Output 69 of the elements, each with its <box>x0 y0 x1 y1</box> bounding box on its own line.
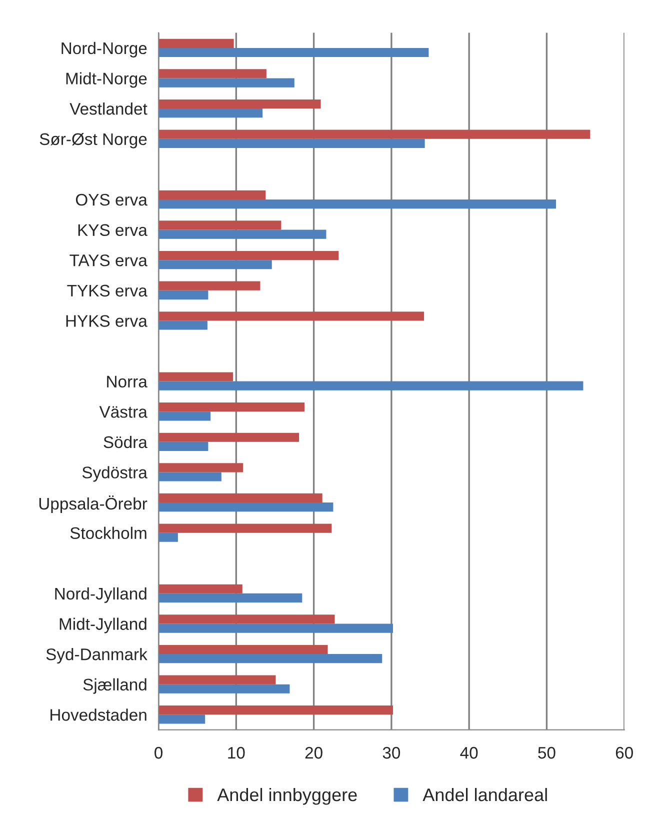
y-tick-label: Syd-Danmark <box>46 648 148 664</box>
x-tick-label: 10 <box>228 746 245 759</box>
bar <box>158 442 208 451</box>
y-tick-label: Vestlandet <box>70 102 148 115</box>
bar <box>158 99 321 109</box>
legend-label: Andel landareal <box>422 788 547 802</box>
bar <box>158 654 382 664</box>
y-tick-label: Norra <box>107 376 148 388</box>
bar <box>158 675 276 684</box>
y-tick-label: OYS erva <box>76 194 148 206</box>
y-tick-label: Stockholm <box>70 526 146 540</box>
bar <box>158 432 300 442</box>
bar <box>158 463 244 472</box>
y-tick-label: Uppsala-Örebr <box>39 496 148 513</box>
x-tick-label: 0 <box>154 746 162 759</box>
bar <box>158 706 393 715</box>
bar <box>158 290 208 300</box>
bar <box>158 372 234 382</box>
bar <box>158 714 206 724</box>
bar <box>158 644 328 654</box>
bar <box>158 78 294 88</box>
bar <box>158 412 211 421</box>
bar <box>158 402 304 412</box>
y-tick-label: TAYS erva <box>70 254 148 266</box>
bar <box>158 108 263 118</box>
x-tick-label: 60 <box>616 746 633 759</box>
bar <box>158 381 584 390</box>
y-tick-label: Sjælland <box>83 678 146 694</box>
bar <box>158 199 556 209</box>
bar <box>158 130 590 139</box>
y-tick-label: Midt-Jylland <box>60 618 146 634</box>
bar <box>158 472 222 482</box>
y-tick-label: Sør-Øst Norge <box>40 132 147 148</box>
bar <box>158 260 272 270</box>
bar <box>158 320 208 330</box>
bar <box>158 190 266 200</box>
y-tick-label: Södra <box>104 436 148 448</box>
y-tick-label: HYKS erva <box>66 315 148 327</box>
y-tick-label: Nord-Norge <box>62 42 147 58</box>
bar <box>158 38 234 48</box>
y-tick-label: Sydöstra <box>82 466 148 482</box>
y-tick-label: Hovedstaden <box>50 708 146 721</box>
bar <box>158 584 242 594</box>
x-tick-label: 20 <box>305 746 322 759</box>
bar <box>158 624 393 633</box>
bar <box>158 524 332 533</box>
bar <box>158 250 339 260</box>
legend-label: Andel innbyggere <box>217 788 357 805</box>
y-tick-label: Nord-Jylland <box>55 587 146 603</box>
x-tick-label: 50 <box>538 746 556 759</box>
y-tick-label: TYKS erva <box>67 284 148 297</box>
bar <box>158 684 290 694</box>
y-tick-label: Västra <box>99 406 148 418</box>
bar <box>158 614 335 624</box>
bar <box>158 532 178 542</box>
y-tick-label: KYS erva <box>78 224 148 236</box>
bar <box>158 230 326 239</box>
bar <box>158 138 425 148</box>
bar <box>158 69 266 78</box>
y-tick-label: Midt-Norge <box>66 72 147 88</box>
x-tick-label: 30 <box>382 746 400 759</box>
bar <box>158 220 282 230</box>
bar <box>158 312 424 321</box>
bar <box>158 281 260 290</box>
bar <box>158 593 302 603</box>
x-tick-label: 40 <box>460 746 478 759</box>
bar <box>158 48 429 58</box>
bar <box>158 493 322 503</box>
bar <box>158 502 334 512</box>
